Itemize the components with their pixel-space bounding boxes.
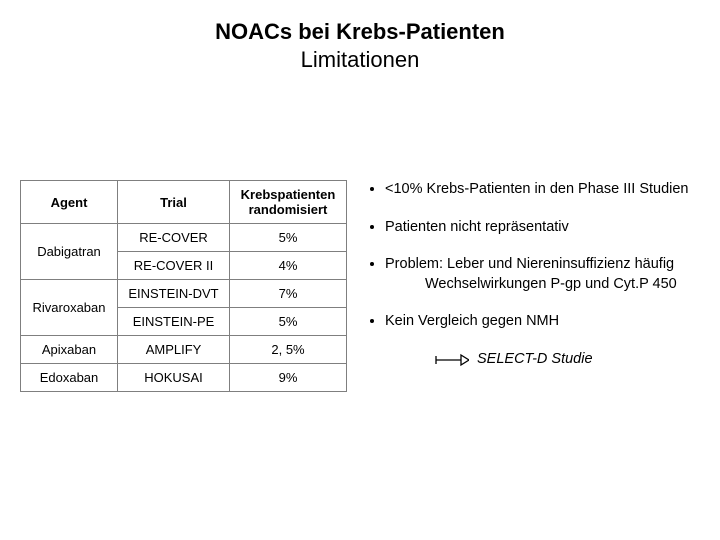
col-header-pct: Krebspatienten randomisiert: [230, 181, 347, 224]
cell-agent: Apixaban: [21, 336, 118, 364]
table-row: Dabigatran RE-COVER 5%: [21, 224, 347, 252]
cell-trial: EINSTEIN-PE: [118, 308, 230, 336]
slide: NOACs bei Krebs-Patienten Limitationen A…: [0, 0, 720, 540]
cell-trial: HOKUSAI: [118, 364, 230, 392]
cell-pct: 2, 5%: [230, 336, 347, 364]
cell-trial: RE-COVER: [118, 224, 230, 252]
arrow-text: SELECT-D Studie: [477, 350, 593, 370]
bullet-item: Kein Vergleich gegen NMH: [385, 312, 720, 332]
bullet-text: Problem: Leber und Niereninsuffizienz hä…: [385, 256, 674, 272]
table-row: Rivaroxaban EINSTEIN-DVT 7%: [21, 280, 347, 308]
title-line-2: Limitationen: [0, 46, 720, 74]
cell-pct: 4%: [230, 252, 347, 280]
noac-table: Agent Trial Krebspatienten randomisiert …: [20, 180, 347, 392]
bullet-item: Patienten nicht repräsentativ: [385, 218, 720, 238]
bullet-ul-4: Kein Vergleich gegen NMH: [365, 312, 720, 332]
bullet-item: <10% Krebs-Patienten in den Phase III St…: [385, 180, 720, 200]
arrow-right-icon: [435, 353, 469, 367]
cell-agent: Rivaroxaban: [21, 280, 118, 336]
col-header-trial: Trial: [118, 181, 230, 224]
cell-pct: 9%: [230, 364, 347, 392]
cell-pct: 5%: [230, 224, 347, 252]
cell-agent: Dabigatran: [21, 224, 118, 280]
cell-pct: 5%: [230, 308, 347, 336]
bullet-ul-3: Problem: Leber und Niereninsuffizienz hä…: [365, 255, 720, 294]
arrow-note: SELECT-D Studie: [435, 350, 720, 370]
cell-agent: Edoxaban: [21, 364, 118, 392]
table-row: Apixaban AMPLIFY 2, 5%: [21, 336, 347, 364]
content-area: Agent Trial Krebspatienten randomisiert …: [20, 180, 720, 392]
cell-trial: RE-COVER II: [118, 252, 230, 280]
col-header-agent: Agent: [21, 181, 118, 224]
slide-title: NOACs bei Krebs-Patienten Limitationen: [0, 0, 720, 73]
table-header-row: Agent Trial Krebspatienten randomisiert: [21, 181, 347, 224]
bullet-item: Problem: Leber und Niereninsuffizienz hä…: [385, 255, 720, 294]
table-row: Edoxaban HOKUSAI 9%: [21, 364, 347, 392]
title-line-1: NOACs bei Krebs-Patienten: [0, 18, 720, 46]
bullet-ul-2: Patienten nicht repräsentativ: [365, 218, 720, 238]
cell-pct: 7%: [230, 280, 347, 308]
cell-trial: AMPLIFY: [118, 336, 230, 364]
cell-trial: EINSTEIN-DVT: [118, 280, 230, 308]
bullet-list: <10% Krebs-Patienten in den Phase III St…: [365, 180, 720, 392]
bullet-subtext: Wechselwirkungen P-gp und Cyt.P 450: [425, 275, 720, 295]
bullet-ul-1: <10% Krebs-Patienten in den Phase III St…: [365, 180, 720, 200]
